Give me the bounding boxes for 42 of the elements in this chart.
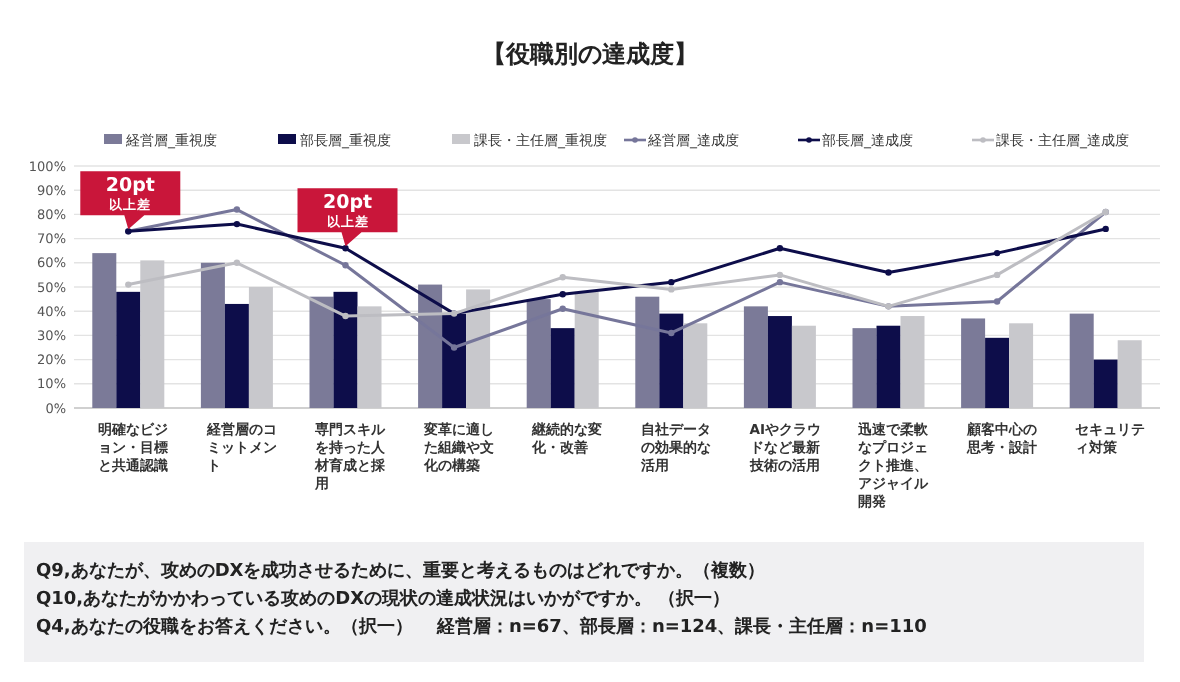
point [342,245,349,252]
bar [116,291,141,408]
chart-title: 【役職別の達成度】 [482,40,698,68]
bar [224,303,249,408]
point [776,271,784,279]
point [125,281,132,288]
point [450,344,458,351]
bar [767,316,792,408]
text: Q10,あなたがかかわっている攻めのDXの現状の達成状況はいかがですか。 （択一） [36,588,731,610]
point [776,278,784,286]
bar [1069,313,1094,408]
point [668,329,675,337]
bar [852,328,877,408]
text: Q4,あなたの役職をお答えください。（択一） 経営層：n=67、部長層：n=124、課長・主任層：n=110 [36,616,927,638]
bar [961,318,986,408]
text: Q9,あなたが、攻めのDXを成功させるために、重要と考えるものはどれですか。（複数） [36,560,766,582]
point [1102,225,1109,233]
point [342,262,349,269]
bar [333,291,358,408]
point [993,249,1001,257]
point [233,206,241,213]
point [559,291,566,298]
bar [550,328,575,408]
bar [1093,359,1118,408]
bar [985,337,1010,408]
bar [92,253,117,408]
point [559,305,566,312]
point [776,245,784,252]
point [885,269,892,276]
bar [743,306,768,408]
bar [309,296,334,408]
point [233,220,241,228]
point [668,286,675,293]
bar [876,325,901,408]
bar [659,313,684,408]
point [233,259,241,266]
point [993,298,1001,305]
point [559,274,566,281]
point [668,278,675,286]
point [993,271,1001,279]
point [342,312,349,320]
bar [200,262,225,408]
